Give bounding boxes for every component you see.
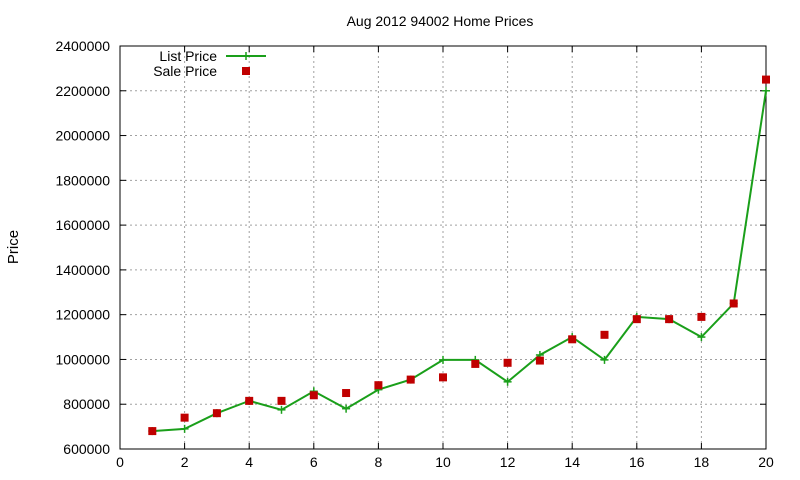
data-point — [503, 377, 512, 386]
data-point — [762, 86, 770, 95]
series-1 — [148, 86, 770, 436]
series — [148, 75, 770, 436]
data-point — [342, 389, 351, 398]
y-tick-label: 1200000 — [55, 307, 110, 323]
data-point — [697, 333, 706, 342]
data-point — [665, 315, 674, 324]
y-tick-label: 1000000 — [55, 351, 110, 367]
data-point — [148, 427, 157, 436]
legend-marker — [242, 67, 250, 75]
y-tick-label: 1600000 — [55, 217, 110, 233]
x-tick-label: 6 — [310, 454, 318, 470]
x-tick-label: 4 — [245, 454, 253, 470]
data-point — [277, 396, 286, 405]
data-point — [406, 375, 415, 384]
data-point — [762, 75, 770, 84]
x-tick-label: 2 — [181, 454, 189, 470]
data-point — [600, 330, 609, 339]
data-point — [439, 373, 447, 382]
series-2 — [148, 75, 770, 436]
data-point — [632, 315, 641, 324]
y-tick-label: 2000000 — [55, 128, 110, 144]
data-point — [471, 359, 480, 368]
y-tick-label: 1400000 — [55, 262, 110, 278]
x-tick-label: 10 — [435, 454, 451, 470]
x-tick-label: 20 — [758, 454, 774, 470]
data-point — [374, 381, 383, 390]
data-point — [180, 424, 189, 433]
data-point — [568, 335, 577, 344]
x-tick-label: 0 — [116, 454, 124, 470]
legend-label: List Price — [159, 48, 217, 64]
data-point — [342, 404, 351, 413]
chart-title: Aug 2012 94002 Home Prices — [347, 13, 534, 29]
y-tick-label: 2200000 — [55, 83, 110, 99]
y-tick-label: 600000 — [63, 441, 110, 457]
axis-ticks: 600000 800000 1000000 1200000 1400000 1600000… — [55, 38, 774, 470]
data-point — [309, 391, 318, 400]
x-tick-label: 16 — [629, 454, 645, 470]
y-axis-label: Price — [5, 230, 22, 264]
x-tick-label: 14 — [564, 454, 580, 470]
data-point — [729, 299, 738, 308]
y-tick-label: 1800000 — [55, 172, 110, 188]
data-point — [697, 312, 706, 321]
series-line — [152, 90, 767, 433]
grid — [120, 46, 766, 449]
y-tick-label: 2400000 — [55, 38, 110, 54]
data-point — [535, 356, 544, 365]
legend-marker — [242, 52, 250, 60]
data-point — [277, 405, 286, 414]
data-point — [212, 409, 221, 418]
x-tick-label: 12 — [500, 454, 516, 470]
data-point — [439, 355, 447, 364]
data-point — [503, 358, 512, 367]
data-point — [180, 413, 189, 422]
x-tick-label: 8 — [375, 454, 383, 470]
x-tick-label: 18 — [694, 454, 710, 470]
data-point — [600, 355, 609, 364]
data-point — [245, 396, 254, 405]
y-tick-label: 800000 — [63, 396, 110, 412]
legend-label: Sale Price — [153, 63, 217, 79]
